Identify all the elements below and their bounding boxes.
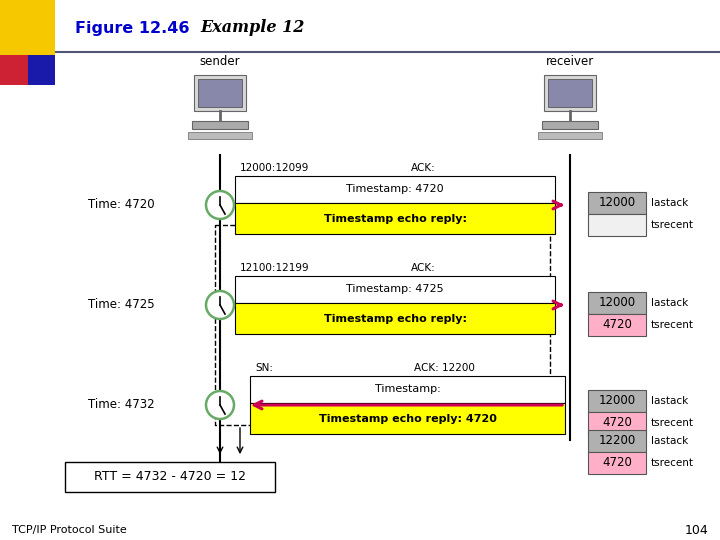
- Text: Time: 4720: Time: 4720: [89, 199, 155, 212]
- Text: ACK: 12200: ACK: 12200: [414, 363, 474, 373]
- Bar: [542, 121, 598, 129]
- Bar: [588, 412, 646, 434]
- Text: TCP/IP Protocol Suite: TCP/IP Protocol Suite: [12, 525, 127, 535]
- Text: ACK:: ACK:: [411, 163, 436, 173]
- Bar: [588, 214, 646, 236]
- Bar: [548, 79, 592, 107]
- Bar: [250, 403, 565, 434]
- Text: tsrecent: tsrecent: [651, 418, 694, 428]
- Bar: [588, 292, 646, 314]
- Bar: [544, 75, 596, 111]
- Text: lastack: lastack: [651, 298, 688, 308]
- Bar: [198, 79, 242, 107]
- Text: 12000: 12000: [598, 296, 636, 309]
- Bar: [250, 376, 565, 403]
- Text: 4720: 4720: [602, 456, 632, 469]
- Text: Timestamp echo reply:: Timestamp echo reply:: [323, 314, 467, 323]
- Text: RTT = 4732 - 4720 = 12: RTT = 4732 - 4720 = 12: [94, 470, 246, 483]
- Bar: [235, 276, 555, 303]
- Text: 12000: 12000: [598, 395, 636, 408]
- Bar: [588, 430, 646, 452]
- Bar: [235, 203, 555, 234]
- Circle shape: [206, 391, 234, 419]
- Text: Timestamp:: Timestamp:: [374, 384, 441, 395]
- Bar: [188, 132, 252, 139]
- Text: Timestamp: 4720: Timestamp: 4720: [346, 185, 444, 194]
- Bar: [588, 314, 646, 336]
- Text: SN:: SN:: [255, 363, 273, 373]
- Text: Time: 4732: Time: 4732: [89, 399, 155, 411]
- Text: Timestamp echo reply: 4720: Timestamp echo reply: 4720: [318, 414, 496, 423]
- Text: 12200: 12200: [598, 435, 636, 448]
- Bar: [65, 462, 275, 492]
- Text: 12100:12199: 12100:12199: [240, 263, 310, 273]
- Bar: [588, 192, 646, 214]
- Text: lastack: lastack: [651, 396, 688, 406]
- Bar: [538, 132, 602, 139]
- Text: tsrecent: tsrecent: [651, 320, 694, 330]
- Bar: [588, 452, 646, 474]
- Text: 12000:12099: 12000:12099: [240, 163, 310, 173]
- Bar: [0, 55, 55, 85]
- Circle shape: [206, 291, 234, 319]
- Text: Time: 4725: Time: 4725: [89, 299, 155, 312]
- Bar: [0, 0, 55, 55]
- Bar: [0, 55, 28, 85]
- Text: Example 12: Example 12: [200, 19, 305, 37]
- Text: ACK:: ACK:: [411, 263, 436, 273]
- Text: 4720: 4720: [602, 319, 632, 332]
- Text: receiver: receiver: [546, 55, 594, 68]
- Text: Figure 12.46: Figure 12.46: [75, 21, 189, 36]
- Bar: [588, 390, 646, 412]
- Bar: [192, 121, 248, 129]
- Text: Timestamp: 4725: Timestamp: 4725: [346, 285, 444, 294]
- Text: lastack: lastack: [651, 198, 688, 208]
- Text: 12000: 12000: [598, 197, 636, 210]
- Bar: [235, 303, 555, 334]
- Circle shape: [206, 191, 234, 219]
- Text: 4720: 4720: [602, 416, 632, 429]
- Text: tsrecent: tsrecent: [651, 458, 694, 468]
- Text: tsrecent: tsrecent: [651, 220, 694, 230]
- Bar: [194, 75, 246, 111]
- Text: sender: sender: [199, 55, 240, 68]
- Bar: [235, 176, 555, 203]
- Text: Timestamp echo reply:: Timestamp echo reply:: [323, 213, 467, 224]
- Text: 104: 104: [684, 523, 708, 537]
- Text: lastack: lastack: [651, 436, 688, 446]
